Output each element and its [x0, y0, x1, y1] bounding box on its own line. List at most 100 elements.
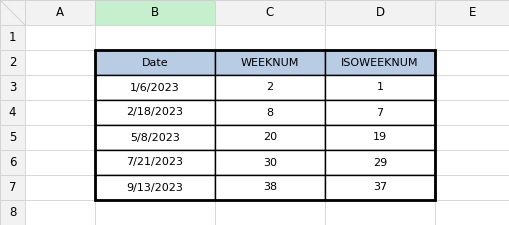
- Bar: [324, 50, 434, 75]
- Bar: [25, 25, 95, 50]
- Text: 5/8/2023: 5/8/2023: [130, 133, 180, 142]
- Bar: [215, 100, 324, 125]
- Bar: [434, 150, 509, 175]
- Bar: [215, 75, 324, 100]
- Bar: [324, 75, 434, 100]
- Text: 5: 5: [9, 131, 16, 144]
- Bar: [95, 75, 215, 100]
- Bar: [0, 75, 25, 100]
- Bar: [324, 200, 434, 225]
- Bar: [25, 200, 95, 225]
- Bar: [0, 100, 25, 125]
- Bar: [324, 100, 434, 125]
- Bar: [0, 125, 25, 150]
- Bar: [0, 200, 25, 225]
- Bar: [215, 100, 324, 125]
- Bar: [0, 150, 25, 175]
- Bar: [215, 50, 324, 75]
- Bar: [324, 75, 434, 100]
- Bar: [324, 100, 434, 125]
- Bar: [215, 150, 324, 175]
- Bar: [0, 25, 25, 50]
- Bar: [95, 175, 215, 200]
- Bar: [25, 125, 95, 150]
- Text: 7: 7: [376, 108, 383, 117]
- Bar: [215, 75, 324, 100]
- Text: 7: 7: [9, 181, 16, 194]
- Text: 6: 6: [9, 156, 16, 169]
- Text: WEEKNUM: WEEKNUM: [240, 58, 299, 68]
- Bar: [324, 150, 434, 175]
- Text: E: E: [468, 6, 475, 19]
- Bar: [215, 150, 324, 175]
- Text: B: B: [151, 6, 159, 19]
- Bar: [215, 175, 324, 200]
- Bar: [324, 200, 434, 225]
- Bar: [215, 0, 324, 25]
- Bar: [95, 75, 215, 100]
- Bar: [25, 75, 95, 100]
- Bar: [215, 0, 324, 25]
- Text: 19: 19: [372, 133, 386, 142]
- Bar: [95, 125, 215, 150]
- Bar: [434, 0, 509, 25]
- Bar: [25, 125, 95, 150]
- Text: 8: 8: [266, 108, 273, 117]
- Bar: [215, 200, 324, 225]
- Bar: [25, 0, 95, 25]
- Bar: [95, 75, 215, 100]
- Bar: [215, 50, 324, 75]
- Text: ISOWEEKNUM: ISOWEEKNUM: [341, 58, 418, 68]
- Bar: [25, 175, 95, 200]
- Bar: [324, 175, 434, 200]
- Bar: [95, 125, 215, 150]
- Text: 1: 1: [376, 83, 383, 92]
- Text: 2/18/2023: 2/18/2023: [126, 108, 183, 117]
- Text: D: D: [375, 6, 384, 19]
- Bar: [215, 50, 324, 75]
- Bar: [324, 100, 434, 125]
- Bar: [324, 150, 434, 175]
- Bar: [215, 125, 324, 150]
- Bar: [215, 200, 324, 225]
- Bar: [215, 50, 324, 75]
- Bar: [324, 0, 434, 25]
- Bar: [0, 75, 25, 100]
- Bar: [95, 100, 215, 125]
- Bar: [25, 50, 95, 75]
- Bar: [434, 175, 509, 200]
- Bar: [25, 150, 95, 175]
- Bar: [324, 150, 434, 175]
- Bar: [0, 100, 25, 125]
- Bar: [25, 175, 95, 200]
- Bar: [324, 50, 434, 75]
- Bar: [215, 25, 324, 50]
- Bar: [25, 75, 95, 100]
- Text: Date: Date: [142, 58, 168, 68]
- Bar: [0, 175, 25, 200]
- Text: C: C: [265, 6, 274, 19]
- Text: 38: 38: [263, 182, 276, 193]
- Bar: [434, 150, 509, 175]
- Bar: [0, 150, 25, 175]
- Bar: [0, 200, 25, 225]
- Bar: [324, 150, 434, 175]
- Bar: [215, 125, 324, 150]
- Text: 8: 8: [9, 206, 16, 219]
- Bar: [215, 175, 324, 200]
- Bar: [215, 125, 324, 150]
- Bar: [215, 75, 324, 100]
- Text: 7/21/2023: 7/21/2023: [126, 158, 183, 167]
- Bar: [324, 50, 434, 75]
- Text: 2: 2: [9, 56, 16, 69]
- Bar: [215, 100, 324, 125]
- Bar: [95, 175, 215, 200]
- Bar: [324, 25, 434, 50]
- Bar: [434, 200, 509, 225]
- Bar: [215, 150, 324, 175]
- Bar: [434, 100, 509, 125]
- Bar: [0, 50, 25, 75]
- Text: 29: 29: [372, 158, 386, 167]
- Bar: [215, 150, 324, 175]
- Bar: [324, 25, 434, 50]
